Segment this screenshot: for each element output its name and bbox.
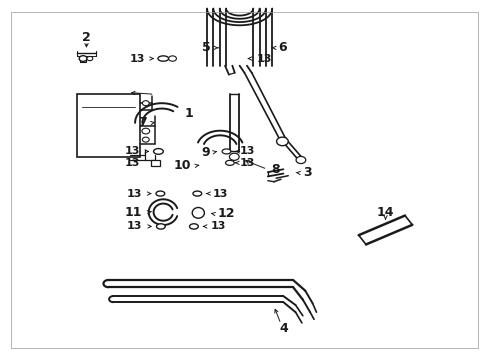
Text: 13: 13 xyxy=(124,147,140,157)
Circle shape xyxy=(142,137,149,142)
Ellipse shape xyxy=(189,224,198,229)
Text: 11: 11 xyxy=(124,206,142,219)
Text: 13: 13 xyxy=(129,54,144,64)
Text: 2: 2 xyxy=(82,31,91,44)
Circle shape xyxy=(79,56,87,62)
Bar xyxy=(151,160,160,166)
Text: 1: 1 xyxy=(184,107,193,120)
Text: 10: 10 xyxy=(173,159,191,172)
Text: 8: 8 xyxy=(271,163,279,176)
Circle shape xyxy=(295,157,305,163)
Bar xyxy=(77,94,140,157)
Text: 13: 13 xyxy=(127,221,142,231)
Ellipse shape xyxy=(156,224,165,229)
Circle shape xyxy=(142,128,149,134)
Circle shape xyxy=(276,137,287,146)
Text: 12: 12 xyxy=(217,207,235,220)
Circle shape xyxy=(87,57,93,61)
Text: 3: 3 xyxy=(302,166,311,179)
Ellipse shape xyxy=(158,56,168,61)
Text: 4: 4 xyxy=(279,322,287,335)
Ellipse shape xyxy=(222,149,230,154)
Text: 13: 13 xyxy=(127,189,142,199)
Circle shape xyxy=(229,153,239,160)
Ellipse shape xyxy=(153,149,163,154)
Text: 13: 13 xyxy=(239,158,254,168)
Ellipse shape xyxy=(193,191,201,196)
Text: 14: 14 xyxy=(376,206,393,219)
Text: 13: 13 xyxy=(256,54,271,64)
Circle shape xyxy=(142,101,149,106)
Text: 13: 13 xyxy=(124,158,140,168)
Text: 7: 7 xyxy=(138,116,147,129)
Text: 13: 13 xyxy=(239,147,254,157)
Text: 6: 6 xyxy=(278,41,286,54)
Ellipse shape xyxy=(168,56,176,61)
Text: 5: 5 xyxy=(202,41,210,54)
Ellipse shape xyxy=(225,160,234,165)
Text: 9: 9 xyxy=(202,146,210,159)
Text: 13: 13 xyxy=(212,189,228,199)
Ellipse shape xyxy=(156,191,164,196)
Ellipse shape xyxy=(192,207,204,218)
Text: 13: 13 xyxy=(210,221,225,231)
